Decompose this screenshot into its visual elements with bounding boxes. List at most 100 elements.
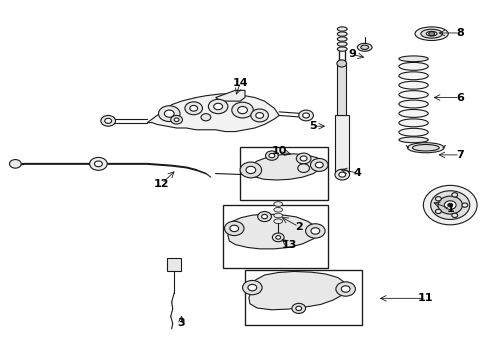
Ellipse shape xyxy=(399,72,428,80)
Text: 1: 1 xyxy=(446,204,454,214)
Ellipse shape xyxy=(413,144,439,151)
Ellipse shape xyxy=(399,109,428,117)
Circle shape xyxy=(246,166,256,174)
Circle shape xyxy=(171,116,182,124)
Text: 14: 14 xyxy=(232,78,248,88)
Circle shape xyxy=(303,113,310,118)
Ellipse shape xyxy=(274,202,283,206)
Circle shape xyxy=(316,162,323,168)
Circle shape xyxy=(258,212,271,222)
Circle shape xyxy=(159,106,180,122)
Circle shape xyxy=(262,215,268,219)
Ellipse shape xyxy=(337,32,347,36)
Circle shape xyxy=(224,221,244,235)
Circle shape xyxy=(337,60,346,67)
Bar xyxy=(335,116,349,173)
Ellipse shape xyxy=(415,27,448,41)
Circle shape xyxy=(306,224,325,238)
Ellipse shape xyxy=(357,43,372,51)
Ellipse shape xyxy=(337,47,347,51)
Circle shape xyxy=(292,303,306,314)
Circle shape xyxy=(339,172,345,177)
Circle shape xyxy=(452,213,458,217)
Text: 3: 3 xyxy=(178,319,185,328)
Text: 5: 5 xyxy=(310,121,317,131)
Circle shape xyxy=(208,99,228,114)
Circle shape xyxy=(266,151,278,160)
Circle shape xyxy=(95,161,102,167)
Ellipse shape xyxy=(408,143,444,153)
Bar xyxy=(223,205,328,268)
Circle shape xyxy=(436,209,441,213)
Circle shape xyxy=(90,157,107,170)
Ellipse shape xyxy=(361,45,368,49)
Circle shape xyxy=(248,284,257,291)
Text: 12: 12 xyxy=(154,179,170,189)
Circle shape xyxy=(214,103,222,110)
Circle shape xyxy=(436,197,441,201)
Circle shape xyxy=(232,102,253,118)
Text: 13: 13 xyxy=(281,239,296,249)
Text: 9: 9 xyxy=(348,49,356,59)
Ellipse shape xyxy=(399,91,428,99)
Circle shape xyxy=(438,196,463,214)
Circle shape xyxy=(448,203,453,207)
Circle shape xyxy=(201,114,211,121)
Text: 10: 10 xyxy=(271,146,287,156)
Ellipse shape xyxy=(337,27,347,31)
Circle shape xyxy=(431,191,470,220)
Circle shape xyxy=(251,109,269,122)
Circle shape xyxy=(276,235,281,239)
Circle shape xyxy=(256,113,264,118)
Polygon shape xyxy=(228,214,318,249)
Circle shape xyxy=(341,286,350,292)
Ellipse shape xyxy=(399,81,428,89)
Ellipse shape xyxy=(399,119,428,127)
Ellipse shape xyxy=(399,62,428,70)
Bar xyxy=(337,65,346,116)
Circle shape xyxy=(423,185,477,225)
Ellipse shape xyxy=(274,207,283,212)
Text: 4: 4 xyxy=(353,168,361,178)
Circle shape xyxy=(269,153,275,158)
Circle shape xyxy=(311,158,328,171)
Text: 7: 7 xyxy=(456,150,464,160)
Ellipse shape xyxy=(399,128,428,136)
Circle shape xyxy=(462,203,468,207)
Circle shape xyxy=(452,193,458,197)
Circle shape xyxy=(298,164,310,172)
Ellipse shape xyxy=(274,213,283,218)
Ellipse shape xyxy=(426,31,437,36)
Circle shape xyxy=(335,169,349,180)
Circle shape xyxy=(300,156,307,161)
Polygon shape xyxy=(249,271,347,310)
Ellipse shape xyxy=(337,42,347,46)
Polygon shape xyxy=(247,154,323,180)
Text: 6: 6 xyxy=(456,93,464,103)
Circle shape xyxy=(230,225,239,231)
Circle shape xyxy=(164,110,174,117)
Circle shape xyxy=(299,110,314,121)
Circle shape xyxy=(296,306,302,311)
Circle shape xyxy=(238,107,247,114)
Circle shape xyxy=(336,282,355,296)
Circle shape xyxy=(240,162,262,178)
Text: 2: 2 xyxy=(295,222,303,231)
Ellipse shape xyxy=(421,29,442,38)
Circle shape xyxy=(9,159,21,168)
Bar xyxy=(245,270,362,325)
Circle shape xyxy=(444,201,456,210)
Ellipse shape xyxy=(399,56,428,62)
Polygon shape xyxy=(147,94,279,132)
Polygon shape xyxy=(216,90,245,101)
Bar xyxy=(167,258,181,271)
Circle shape xyxy=(429,32,435,36)
Circle shape xyxy=(174,118,179,122)
Circle shape xyxy=(272,233,284,242)
Circle shape xyxy=(190,105,197,111)
Text: 11: 11 xyxy=(418,293,434,303)
Circle shape xyxy=(185,102,202,115)
Circle shape xyxy=(311,228,320,234)
Ellipse shape xyxy=(399,100,428,108)
Bar xyxy=(240,147,328,200)
